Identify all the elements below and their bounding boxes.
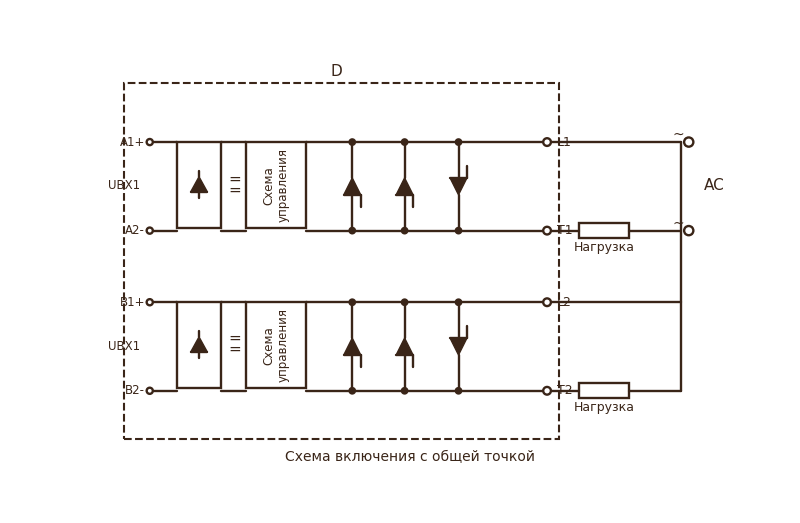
Circle shape — [543, 387, 551, 395]
Bar — [246, 302, 306, 389]
Text: L1: L1 — [557, 135, 572, 149]
Text: =: = — [229, 172, 242, 187]
Circle shape — [543, 227, 551, 234]
Bar — [123, 83, 558, 438]
Circle shape — [543, 299, 551, 306]
Text: AC: AC — [704, 178, 725, 194]
Text: =: = — [229, 331, 242, 346]
Circle shape — [684, 138, 694, 146]
Text: =: = — [229, 183, 242, 197]
Polygon shape — [396, 338, 413, 355]
Circle shape — [456, 300, 462, 305]
Bar — [246, 142, 306, 229]
Circle shape — [456, 139, 462, 145]
Text: =: = — [229, 342, 242, 357]
Text: Схема
управления: Схема управления — [262, 148, 290, 222]
Circle shape — [402, 388, 407, 393]
Circle shape — [350, 228, 355, 233]
Polygon shape — [450, 178, 467, 195]
Circle shape — [402, 300, 407, 305]
Polygon shape — [450, 338, 467, 355]
Bar — [579, 223, 629, 238]
Text: ~: ~ — [672, 128, 684, 142]
Polygon shape — [190, 177, 207, 192]
Circle shape — [146, 139, 153, 145]
Circle shape — [684, 226, 694, 235]
Bar — [177, 302, 222, 389]
Text: T2: T2 — [557, 384, 573, 397]
Text: D: D — [331, 64, 342, 79]
Circle shape — [350, 139, 355, 145]
Text: A1+: A1+ — [120, 135, 145, 149]
Circle shape — [543, 138, 551, 146]
Circle shape — [146, 299, 153, 305]
Bar — [177, 142, 222, 229]
Circle shape — [146, 388, 153, 394]
Circle shape — [350, 388, 355, 393]
Text: Схема включения с общей точкой: Схема включения с общей точкой — [285, 450, 535, 464]
Polygon shape — [396, 178, 413, 195]
Bar — [579, 383, 629, 398]
Text: L2: L2 — [557, 295, 572, 309]
Text: B1+: B1+ — [120, 295, 145, 309]
Text: UBX1: UBX1 — [108, 179, 141, 192]
Polygon shape — [190, 337, 207, 353]
Text: Схема
управления: Схема управления — [262, 309, 290, 382]
Circle shape — [350, 300, 355, 305]
Polygon shape — [344, 178, 361, 195]
Circle shape — [402, 228, 407, 233]
Circle shape — [456, 388, 462, 393]
Text: UBX1: UBX1 — [108, 339, 141, 353]
Circle shape — [402, 139, 407, 145]
Polygon shape — [344, 338, 361, 355]
Text: A2-: A2- — [126, 224, 145, 237]
Text: Нагрузка: Нагрузка — [574, 241, 634, 254]
Circle shape — [456, 228, 462, 233]
Circle shape — [146, 228, 153, 234]
Text: T1: T1 — [557, 224, 573, 237]
Text: ~: ~ — [672, 217, 684, 231]
Text: Нагрузка: Нагрузка — [574, 401, 634, 414]
Text: B2-: B2- — [125, 384, 145, 397]
